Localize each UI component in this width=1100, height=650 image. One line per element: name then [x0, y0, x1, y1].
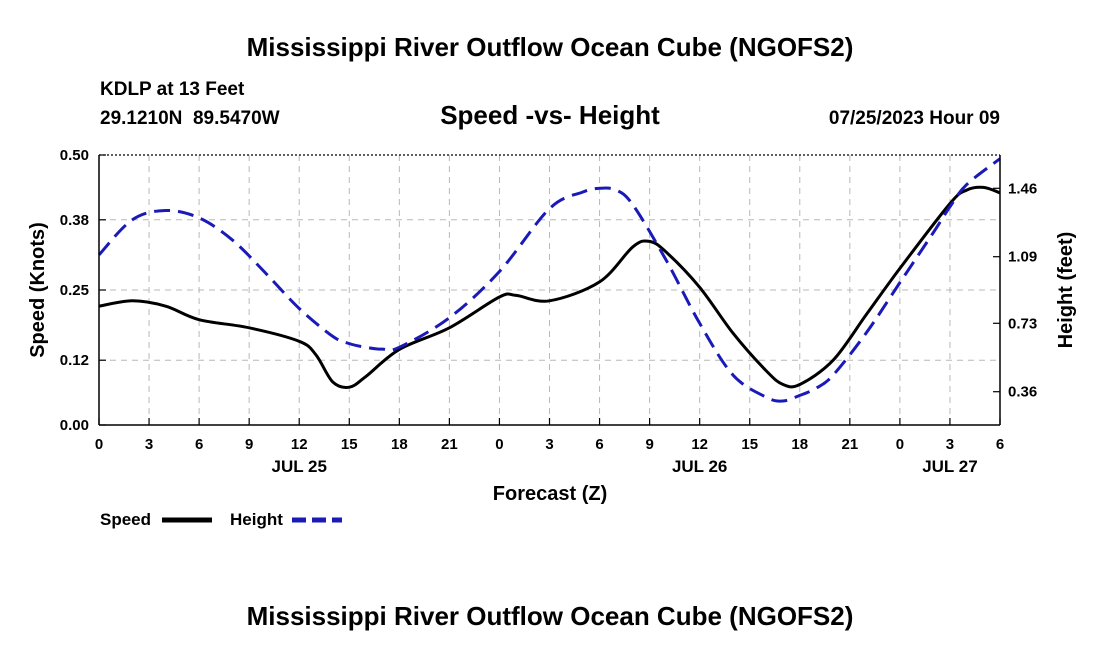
- x-tick-label: 12: [691, 436, 708, 453]
- x-tick-label: 12: [291, 436, 308, 453]
- date-label: JUL 26: [672, 457, 727, 476]
- x-tick-label: 9: [645, 436, 653, 453]
- chart-title: Speed -vs- Height: [440, 100, 660, 130]
- x-tick-label: 3: [946, 436, 954, 453]
- x-tick-label: 6: [195, 436, 203, 453]
- legend-label-height: Height: [230, 510, 283, 529]
- date-label: JUL 27: [922, 457, 977, 476]
- station-name: KDLP at 13 Feet: [100, 79, 245, 100]
- y2-tick-label: 0.36: [1008, 384, 1037, 401]
- x-tick-label: 18: [391, 436, 408, 453]
- y-tick-label: 0.38: [60, 212, 89, 229]
- date-labels: JUL 25 JUL 26 JUL 27: [271, 457, 977, 476]
- y2-tick-label: 1.09: [1008, 249, 1037, 266]
- footer-title: Mississippi River Outflow Ocean Cube (NG…: [247, 601, 854, 631]
- legend-label-speed: Speed: [100, 510, 151, 529]
- y-tick-label: 0.50: [60, 147, 89, 164]
- y-tick-label: 0.00: [60, 417, 89, 434]
- x-tick-label: 0: [896, 436, 904, 453]
- y2-axis-label: Height (feet): [1055, 232, 1077, 349]
- series-line-speed: [98, 185, 1001, 389]
- x-tick-label: 0: [95, 436, 103, 453]
- x-tick-label: 6: [996, 436, 1004, 453]
- x-tick-label: 3: [545, 436, 553, 453]
- y-tick-label: 0.25: [60, 282, 89, 299]
- y2-tick-label: 0.73: [1008, 315, 1037, 332]
- date-label: JUL 25: [271, 457, 326, 476]
- x-tick-label: 3: [145, 436, 153, 453]
- forecast-stamp: 07/25/2023 Hour 09: [829, 108, 1000, 129]
- legend: Speed Height: [100, 510, 342, 529]
- series-lines: [97, 157, 1001, 403]
- y-axis-ticks: 0.00 0.12 0.25 0.38 0.50: [60, 147, 106, 434]
- x-tick-label: 15: [341, 436, 358, 453]
- x-tick-label: 18: [791, 436, 808, 453]
- x-tick-label: 0: [495, 436, 503, 453]
- x-tick-label: 6: [595, 436, 603, 453]
- series-line-height: [97, 157, 1001, 403]
- y2-tick-label: 1.46: [1008, 180, 1037, 197]
- x-axis-label: Forecast (Z): [493, 483, 607, 505]
- y-tick-label: 0.12: [60, 352, 89, 369]
- x-axis-ticks: 0 3 6 9 12 15 18 21 0 3 6 9 12 15 18 21 0 3 6: [95, 418, 1004, 453]
- x-tick-label: 9: [245, 436, 253, 453]
- page-title: Mississippi River Outflow Ocean Cube (NG…: [247, 32, 854, 62]
- y2-axis-ticks: 0.36 0.73 1.09 1.46: [993, 180, 1037, 401]
- grid-lines: [99, 155, 1000, 425]
- x-tick-label: 21: [841, 436, 858, 453]
- x-tick-label: 15: [741, 436, 758, 453]
- y-axis-label: Speed (Knots): [27, 222, 49, 358]
- x-tick-label: 21: [441, 436, 458, 453]
- station-coords: 29.1210N 89.5470W: [100, 108, 280, 129]
